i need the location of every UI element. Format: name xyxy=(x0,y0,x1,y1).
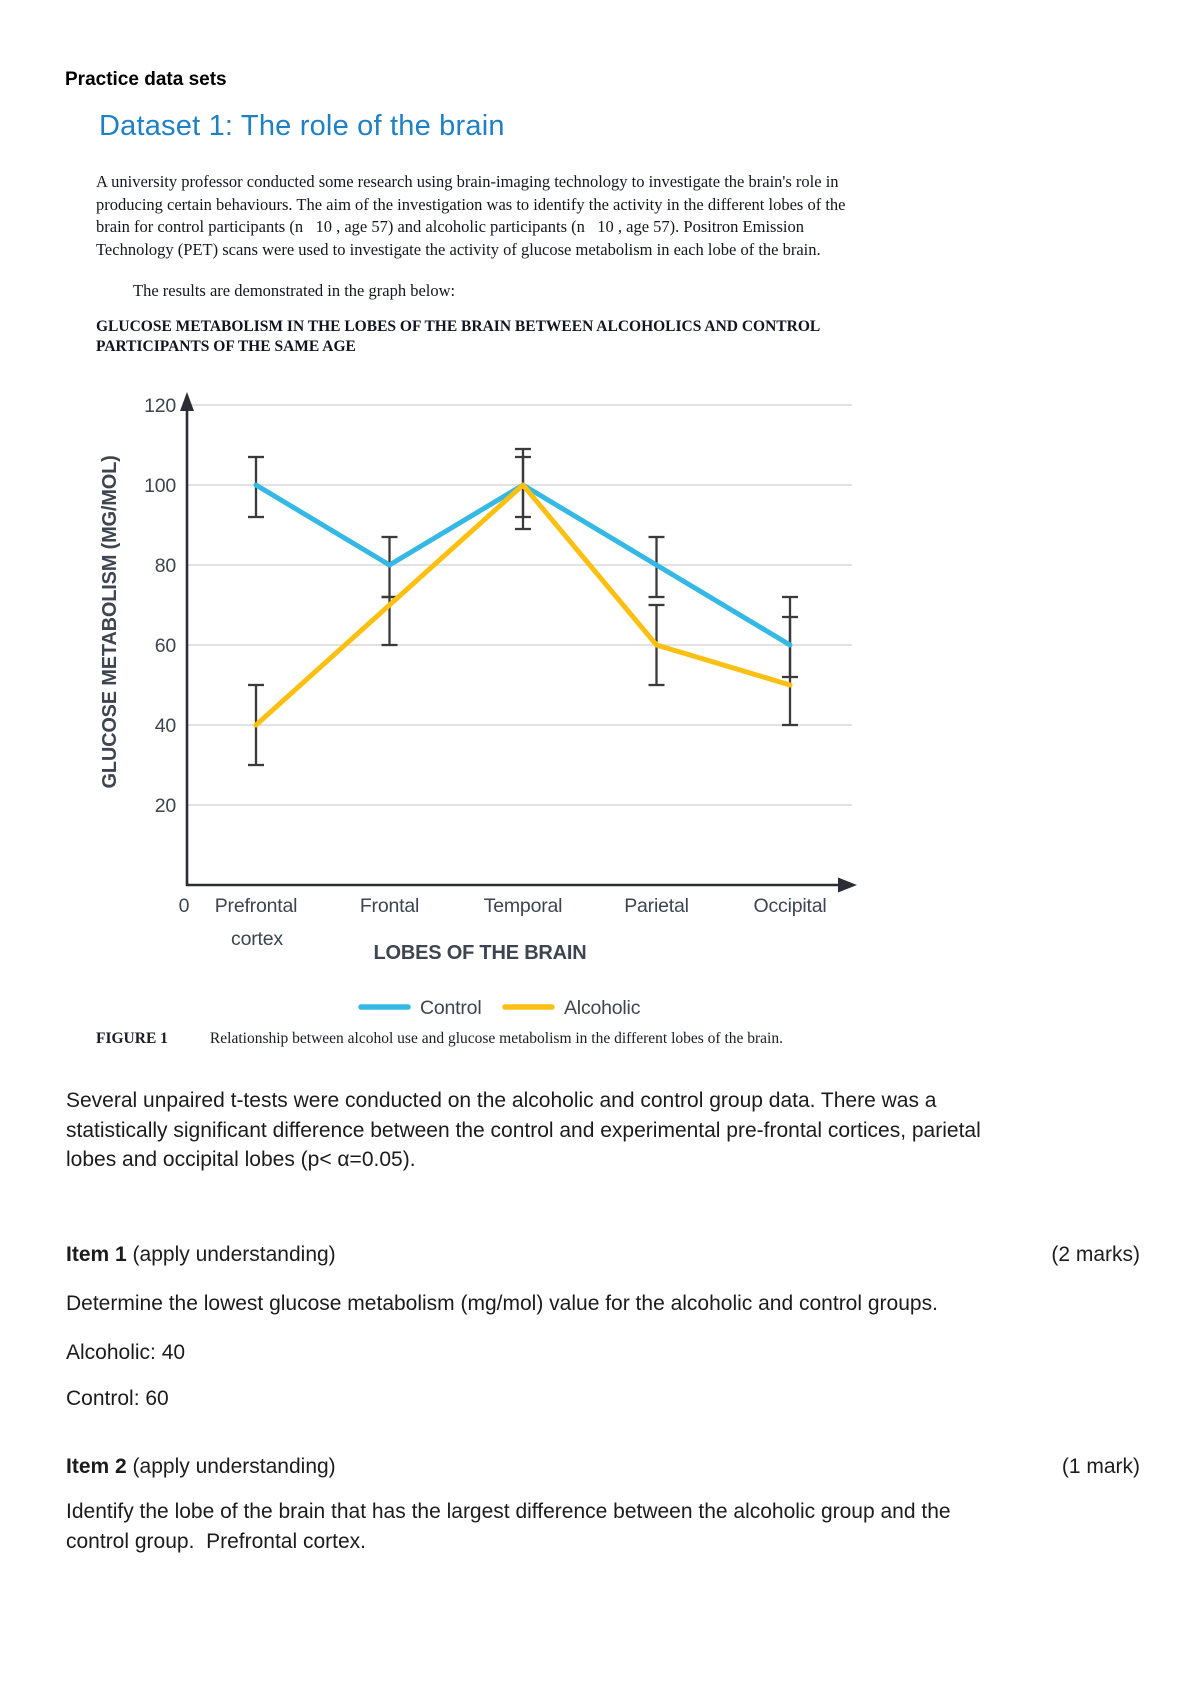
y-axis-label: GLUCOSE METABOLISM (MG/MOL) xyxy=(99,455,121,788)
x-category-label: Prefrontal xyxy=(215,895,298,917)
intro-paragraph: A university professor conducted some re… xyxy=(96,171,845,261)
item-1-title: Item 1 (apply understanding) xyxy=(66,1243,336,1267)
x-category-label: Temporal xyxy=(484,895,563,917)
item-2-marks: (1 mark) xyxy=(1061,1455,1140,1478)
figure-label: FIGURE 1 xyxy=(96,1030,168,1047)
chart-title: GLUCOSE METABOLISM IN THE LOBES OF THE B… xyxy=(96,317,820,357)
y-tick-label: 100 xyxy=(144,475,176,497)
item-1-question: Determine the lowest glucose metabolism … xyxy=(66,1289,938,1319)
intro-line: brain for control participants (n 10 , a… xyxy=(96,217,804,237)
item-2-label: Item 2 xyxy=(66,1455,127,1478)
x-category-label: Occipital xyxy=(754,895,827,917)
item-2-header: Item 2 (apply understanding) (1 mark) xyxy=(66,1455,1140,1479)
y-axis-arrow xyxy=(180,392,194,411)
x-category-label: Frontal xyxy=(360,895,419,917)
item-1-label: Item 1 xyxy=(66,1243,127,1266)
item-2-question-line: Identify the lobe of the brain that has … xyxy=(66,1500,951,1523)
analysis-line: Several unpaired t-tests were conducted … xyxy=(66,1089,937,1112)
figure-caption-row: FIGURE 1 Relationship between alcohol use… xyxy=(96,1030,783,1048)
x-category-label: Parietal xyxy=(624,895,689,917)
series-line-alcoholic xyxy=(253,482,793,728)
results-note: The results are demonstrated in the grap… xyxy=(133,281,456,300)
x-axis-arrow xyxy=(838,877,857,893)
dataset-title: Dataset 1: The role of the brain xyxy=(99,110,505,142)
item-1-marks: (2 marks) xyxy=(1051,1243,1140,1266)
y-tick-label: 20 xyxy=(155,795,177,817)
item-1-question-line: Determine the lowest glucose metabolism … xyxy=(66,1292,938,1315)
item-1-suffix: (apply understanding) xyxy=(132,1243,336,1266)
intro-line: A university professor conducted some re… xyxy=(96,172,839,191)
analysis-line: statistically significant difference bet… xyxy=(66,1118,981,1142)
item-1-answer-alcoholic: Alcoholic: 40 xyxy=(66,1341,186,1364)
y-tick-label: 80 xyxy=(155,555,177,577)
y-tick-label: 60 xyxy=(155,635,177,657)
glucose-metabolism-chart: GLUCOSE METABOLISM (MG/MOL) LOBES OF THE… xyxy=(99,392,857,1019)
figure-caption: Relationship between alcohol use and glu… xyxy=(209,1030,783,1047)
analysis-paragraph: Several unpaired t-tests were conducted … xyxy=(66,1086,981,1175)
item-2-question: Identify the lobe of the brain that has … xyxy=(66,1497,951,1556)
legend-label-alcoholic: Alcoholic xyxy=(564,997,641,1019)
chart-title-line: GLUCOSE METABOLISM IN THE LOBES OF THE B… xyxy=(96,318,821,335)
chart-title-line: PARTICIPANTS OF THE SAME AGE xyxy=(96,338,356,355)
x-axis-label: LOBES OF THE BRAIN xyxy=(373,942,586,964)
y-tick-label: 120 xyxy=(144,395,176,417)
item-2-suffix: (apply understanding) xyxy=(132,1455,336,1478)
page-kicker: Practice data sets xyxy=(65,69,227,90)
legend-label-control: Control xyxy=(420,997,481,1019)
item-2-title: Item 2 (apply understanding) xyxy=(66,1455,336,1479)
item-2-question-line: control group. Prefrontal cortex. xyxy=(66,1529,366,1553)
item-1-header: Item 1 (apply understanding) (2 marks) xyxy=(66,1243,1140,1267)
intro-line: producing certain behaviours. The aim of… xyxy=(96,194,846,214)
intro-line: Technology (PET) scans were used to inve… xyxy=(96,239,821,259)
y-tick-label-0: 0 xyxy=(179,895,190,917)
item-1-answer-control: Control: 60 xyxy=(66,1387,169,1410)
x-category-label-2: cortex xyxy=(231,928,283,950)
analysis-line: lobes and occipital lobes (p< α=0.05). xyxy=(66,1148,416,1171)
y-tick-label: 40 xyxy=(155,715,177,737)
